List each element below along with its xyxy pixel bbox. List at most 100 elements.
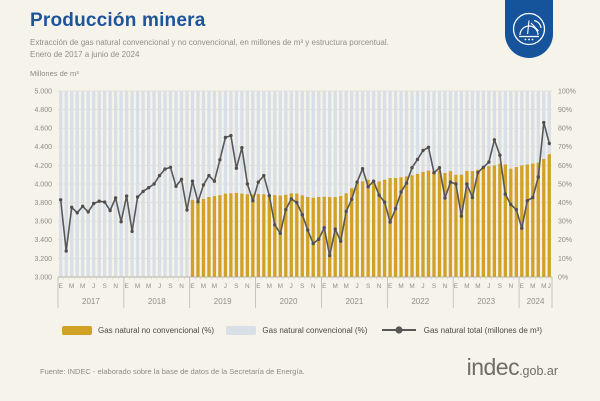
mining-badge xyxy=(505,0,553,58)
subtitle-line-2: Enero de 2017 a junio de 2024 xyxy=(30,49,140,59)
source-note: Fuente: INDEC - elaborado sobre la base … xyxy=(40,367,305,376)
indec-logo: indec .gob.ar xyxy=(467,354,558,381)
subtitle-line-1: Extracción de gas natural convencional y… xyxy=(30,38,389,47)
svg-text:N: N xyxy=(179,283,184,290)
y-axis-right: 0% 10% 20% 30% 40% 50% 60% 70% 80% 90% 100% xyxy=(558,88,576,281)
svg-text:S: S xyxy=(432,283,436,290)
y-axis-left: 3.000 3.200 3.400 3.600 3.800 4.000 4.200 4.400… xyxy=(34,88,52,281)
svg-text:N: N xyxy=(311,283,316,290)
svg-text:E: E xyxy=(59,283,63,290)
legend-item-non-conventional: Gas natural no convencional (%) xyxy=(62,325,215,335)
svg-text:3.200: 3.200 xyxy=(34,256,52,263)
svg-text:M: M xyxy=(398,283,403,290)
svg-text:60%: 60% xyxy=(558,163,572,170)
svg-text:2022: 2022 xyxy=(411,297,429,306)
svg-text:E: E xyxy=(454,283,458,290)
svg-text:E: E xyxy=(124,283,128,290)
svg-text:J: J xyxy=(158,283,161,290)
svg-text:M: M xyxy=(278,283,283,290)
svg-text:N: N xyxy=(245,283,250,290)
svg-text:10%: 10% xyxy=(558,256,572,263)
svg-text:40%: 40% xyxy=(558,200,572,207)
non-conventional-swatch xyxy=(62,325,92,335)
svg-text:M: M xyxy=(530,283,535,290)
chart-legend: Gas natural no convencional (%) Gas natu… xyxy=(62,325,542,335)
svg-text:2021: 2021 xyxy=(346,297,364,306)
svg-text:E: E xyxy=(256,283,260,290)
svg-text:M: M xyxy=(333,283,338,290)
svg-text:M: M xyxy=(135,283,140,290)
line-swatch xyxy=(381,326,416,334)
chart-svg: 3.000 3.200 3.400 3.600 3.800 4.000 4.200 4.400… xyxy=(34,88,576,308)
legend-label: Gas natural no convencional (%) xyxy=(98,325,215,335)
y-axis-unit-label: Millones de m³ xyxy=(30,69,79,78)
svg-text:E: E xyxy=(520,283,524,290)
svg-text:N: N xyxy=(377,283,382,290)
svg-text:4.800: 4.800 xyxy=(34,107,52,114)
svg-text:3.800: 3.800 xyxy=(34,200,52,207)
svg-text:2024: 2024 xyxy=(527,297,545,306)
svg-text:J: J xyxy=(548,283,551,290)
svg-text:E: E xyxy=(322,283,326,290)
svg-text:M: M xyxy=(475,283,480,290)
svg-text:M: M xyxy=(69,283,74,290)
svg-text:M: M xyxy=(212,283,217,290)
non-conventional-bars xyxy=(190,154,551,277)
svg-text:M: M xyxy=(267,283,272,290)
svg-text:4.200: 4.200 xyxy=(34,163,52,170)
svg-text:S: S xyxy=(103,283,107,290)
svg-text:3.000: 3.000 xyxy=(34,274,52,281)
svg-text:3.600: 3.600 xyxy=(34,219,52,226)
svg-text:100%: 100% xyxy=(558,88,576,95)
legend-label: Gas natural convencional (%) xyxy=(262,325,368,335)
page-title: Producción minera xyxy=(30,10,206,31)
svg-text:2020: 2020 xyxy=(280,297,298,306)
svg-text:N: N xyxy=(509,283,514,290)
svg-text:S: S xyxy=(498,283,502,290)
svg-text:30%: 30% xyxy=(558,219,572,226)
svg-text:4.400: 4.400 xyxy=(34,144,52,151)
svg-text:S: S xyxy=(300,283,304,290)
legend-label: Gas natural total (millones de m³) xyxy=(423,325,542,335)
svg-text:M: M xyxy=(80,283,85,290)
svg-text:N: N xyxy=(443,283,448,290)
chart-area: 3.000 3.200 3.400 3.600 3.800 4.000 4.200 4.400… xyxy=(0,78,600,310)
svg-text:5.000: 5.000 xyxy=(34,88,52,95)
svg-text:M: M xyxy=(344,283,349,290)
svg-text:M: M xyxy=(409,283,414,290)
svg-text:M: M xyxy=(464,283,469,290)
svg-text:70%: 70% xyxy=(558,144,572,151)
svg-text:S: S xyxy=(234,283,238,290)
legend-item-conventional: Gas natural convencional (%) xyxy=(226,325,368,335)
svg-text:3.400: 3.400 xyxy=(34,237,52,244)
svg-text:J: J xyxy=(92,283,95,290)
conventional-swatch xyxy=(226,325,257,335)
svg-text:2018: 2018 xyxy=(148,297,166,306)
svg-text:N: N xyxy=(113,283,118,290)
mining-derrick-icon xyxy=(505,0,553,58)
svg-text:J: J xyxy=(421,283,424,290)
header: Producción minera Extracción de gas natu… xyxy=(30,10,500,60)
svg-text:M: M xyxy=(541,283,546,290)
svg-text:4.600: 4.600 xyxy=(34,126,52,133)
indec-logo-text: indec xyxy=(466,354,520,380)
svg-text:J: J xyxy=(290,283,293,290)
svg-text:20%: 20% xyxy=(558,237,572,244)
svg-text:J: J xyxy=(224,283,227,290)
legend-item-total-line: Gas natural total (millones de m³) xyxy=(380,325,542,335)
total-line xyxy=(59,120,551,258)
svg-text:2019: 2019 xyxy=(214,297,232,306)
svg-text:0%: 0% xyxy=(558,274,568,281)
svg-text:4.000: 4.000 xyxy=(34,181,52,188)
chart-subtitle: Extracción de gas natural convencional y… xyxy=(30,37,500,60)
svg-text:M: M xyxy=(146,283,151,290)
svg-text:2017: 2017 xyxy=(82,297,100,306)
svg-text:S: S xyxy=(168,283,172,290)
indec-logo-suffix: .gob.ar xyxy=(519,364,558,378)
svg-text:J: J xyxy=(356,283,359,290)
svg-text:80%: 80% xyxy=(558,126,572,133)
svg-text:S: S xyxy=(366,283,370,290)
svg-text:E: E xyxy=(388,283,392,290)
